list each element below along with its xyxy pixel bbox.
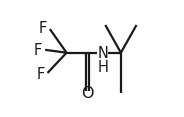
Text: H: H [98, 60, 108, 75]
Text: F: F [34, 44, 42, 58]
Text: F: F [38, 21, 47, 36]
Text: F: F [36, 67, 45, 82]
Text: N: N [98, 46, 108, 61]
Text: O: O [81, 86, 94, 101]
